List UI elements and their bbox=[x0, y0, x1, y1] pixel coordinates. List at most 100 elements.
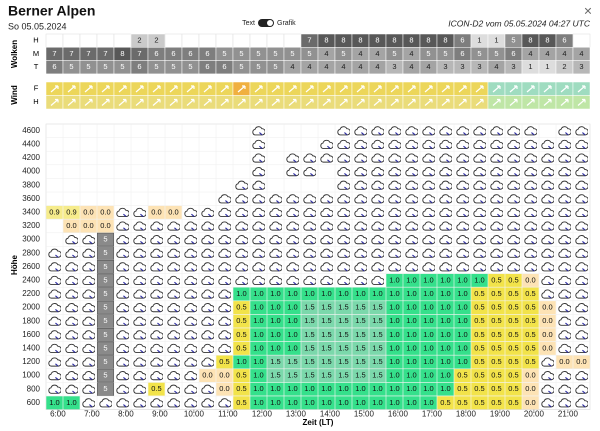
grid-cell-text: 0.5 bbox=[491, 330, 501, 339]
grid-cell bbox=[505, 396, 522, 410]
grid-cell bbox=[233, 287, 250, 301]
grid-cell-text: 1.0 bbox=[389, 343, 399, 352]
grid-cell-text: 1.0 bbox=[372, 289, 382, 298]
cloud-cell-text: 1 bbox=[494, 36, 498, 45]
wind-arrow bbox=[169, 98, 178, 106]
grid-cell bbox=[63, 205, 80, 219]
grid-cell-text: 0.5 bbox=[508, 275, 518, 284]
time-label: 14:00 bbox=[320, 410, 341, 419]
wind-arrow bbox=[373, 98, 382, 106]
cloud-cell-empty bbox=[215, 33, 234, 48]
grid-cell-text: 1.0 bbox=[389, 398, 399, 407]
grid-cell-text: 1.5 bbox=[304, 330, 314, 339]
grid-cell-text: 0.5 bbox=[474, 343, 484, 352]
grid-cell-text: 0.5 bbox=[219, 357, 229, 366]
cloud-cell-text: 5 bbox=[443, 49, 447, 58]
grid-cell-text: 0.5 bbox=[474, 330, 484, 339]
grid-cell bbox=[403, 355, 420, 369]
grid-cell bbox=[250, 396, 267, 410]
grid-cell-text: 0.5 bbox=[508, 343, 518, 352]
grid-cell-text: 0.0 bbox=[151, 207, 161, 216]
grid-cell-text: 1.0 bbox=[389, 371, 399, 380]
grid-cell-text: 1.5 bbox=[287, 357, 297, 366]
grid-cell bbox=[522, 396, 539, 410]
wind-arrow bbox=[186, 98, 195, 106]
cloud-cell-text: 4 bbox=[426, 62, 430, 71]
grid-cell bbox=[522, 328, 539, 342]
grid-cell bbox=[46, 396, 63, 410]
grid-cell bbox=[301, 369, 318, 383]
grid-cell-text: 0.5 bbox=[457, 371, 467, 380]
grid-cell bbox=[318, 314, 335, 328]
grid-cell-text: 1.5 bbox=[304, 371, 314, 380]
cloud-cell-text: 7 bbox=[52, 49, 56, 58]
wind-arrow bbox=[305, 85, 314, 93]
cloud-cell-text: 1 bbox=[477, 36, 481, 45]
grid-cell bbox=[369, 287, 386, 301]
cloud-cell-text: 4 bbox=[341, 62, 345, 71]
grid-cell bbox=[284, 314, 301, 328]
grid-cell-text: 0.5 bbox=[236, 398, 246, 407]
wind-arrow bbox=[288, 98, 297, 106]
grid-cell bbox=[318, 355, 335, 369]
grid-cell-text: 0.5 bbox=[508, 289, 518, 298]
wind-label: Wind bbox=[10, 85, 19, 105]
wind-arrow bbox=[509, 85, 518, 93]
grid-cell bbox=[522, 287, 539, 301]
cloud-cell-text: 4 bbox=[579, 49, 583, 58]
grid-cell-text: 1.0 bbox=[355, 289, 365, 298]
grid-cell-text: 1.0 bbox=[406, 330, 416, 339]
clouds-label: Wolken bbox=[10, 40, 19, 68]
wind-arrow bbox=[424, 85, 433, 93]
grid-cell bbox=[369, 341, 386, 355]
grid-cell bbox=[437, 369, 454, 383]
grid-cell-text: 1.0 bbox=[423, 275, 433, 284]
grid-cell bbox=[471, 273, 488, 287]
wind-arrow bbox=[220, 98, 229, 106]
grid-cell-text: 1.0 bbox=[270, 289, 280, 298]
grid-cell bbox=[352, 287, 369, 301]
grid-cell-text: 1.0 bbox=[287, 330, 297, 339]
grid-cell-text: 0.5 bbox=[508, 316, 518, 325]
grid-cell bbox=[403, 273, 420, 287]
cloud-cell-text: 4 bbox=[562, 49, 566, 58]
grid-cell bbox=[284, 328, 301, 342]
grid-cell-text: 1.0 bbox=[253, 371, 263, 380]
grid-cell bbox=[301, 301, 318, 315]
grid-cell bbox=[488, 301, 505, 315]
grid-cell-text: 1.0 bbox=[457, 303, 467, 312]
close-button[interactable]: × bbox=[584, 3, 592, 19]
grid-cell bbox=[420, 369, 437, 383]
grid-cell bbox=[301, 355, 318, 369]
grid-cell-text: 1.0 bbox=[270, 303, 280, 312]
altitude-label: 3800 bbox=[22, 180, 40, 189]
grid-cell-text: 1.5 bbox=[270, 371, 280, 380]
grid-cell bbox=[386, 287, 403, 301]
cloud-cell-text: 7 bbox=[86, 49, 90, 58]
cloud-cell-text: 7 bbox=[69, 49, 73, 58]
grid-cell bbox=[471, 341, 488, 355]
grid-cell-text: 1.0 bbox=[389, 303, 399, 312]
grid-cell bbox=[505, 328, 522, 342]
grid-cell-text: 1.0 bbox=[389, 275, 399, 284]
time-label: 17:00 bbox=[422, 410, 443, 419]
wind-arrow bbox=[101, 85, 110, 93]
grid-cell bbox=[505, 287, 522, 301]
cloud-cell-text: 5 bbox=[511, 36, 515, 45]
grid-cell bbox=[403, 396, 420, 410]
grid-cell-text: 0.0 bbox=[219, 371, 229, 380]
wind-arrow bbox=[152, 98, 161, 106]
wind-arrow bbox=[152, 85, 161, 93]
grid-cell-text: 0.0 bbox=[542, 303, 552, 312]
grid-cell-text: 1.0 bbox=[287, 384, 297, 393]
grid-cell bbox=[233, 301, 250, 315]
grid-cell bbox=[505, 369, 522, 383]
wind-arrow bbox=[407, 98, 416, 106]
wind-arrow bbox=[84, 85, 93, 93]
grid-cell-text: 0.5 bbox=[491, 316, 501, 325]
grid-cell-text: 1.0 bbox=[440, 289, 450, 298]
grid-cell-text: 5 bbox=[103, 343, 107, 352]
grid-cell bbox=[352, 382, 369, 396]
grid-cell-text: 1.0 bbox=[270, 343, 280, 352]
grid-cell-text: 5 bbox=[103, 303, 107, 312]
